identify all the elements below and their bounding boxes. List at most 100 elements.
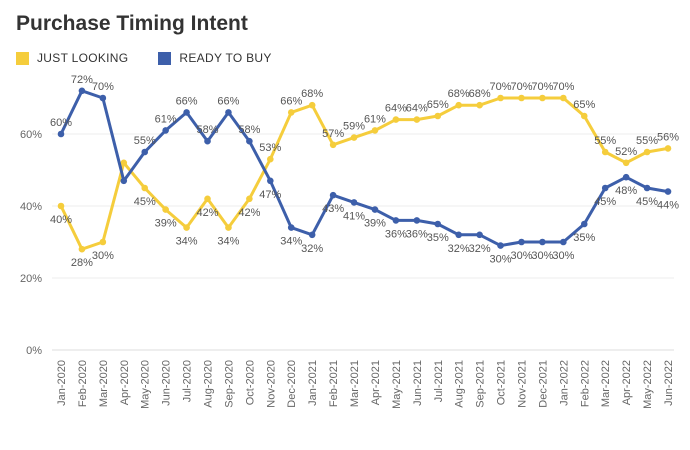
data-label: 30% bbox=[552, 250, 574, 262]
data-label: 36% bbox=[406, 228, 428, 240]
x-tick-label: Jun-2020 bbox=[161, 360, 173, 406]
x-tick-label: Dec-2021 bbox=[537, 360, 549, 408]
data-label: 36% bbox=[385, 228, 407, 240]
data-point bbox=[204, 195, 211, 203]
data-label: 34% bbox=[176, 236, 198, 248]
data-point bbox=[99, 94, 107, 102]
data-label: 65% bbox=[427, 99, 449, 111]
y-tick-label: 0% bbox=[26, 345, 42, 357]
data-label: 65% bbox=[573, 99, 595, 111]
data-point bbox=[246, 195, 253, 203]
x-tick-label: Aug-2021 bbox=[454, 360, 466, 408]
data-point bbox=[57, 130, 65, 138]
data-point bbox=[539, 238, 546, 246]
data-label: 42% bbox=[238, 207, 260, 219]
data-point bbox=[204, 137, 211, 145]
data-point bbox=[518, 238, 525, 246]
data-label: 70% bbox=[92, 81, 114, 93]
data-label: 70% bbox=[531, 81, 553, 93]
x-tick-label: May-2020 bbox=[140, 360, 152, 409]
data-point bbox=[371, 127, 379, 134]
chart-legend: JUST LOOKING READY TO BUY bbox=[16, 51, 302, 65]
data-label: 53% bbox=[259, 142, 281, 154]
data-label: 47% bbox=[259, 189, 281, 201]
x-tick-label: Apr-2020 bbox=[119, 360, 131, 405]
data-point bbox=[183, 224, 190, 231]
data-label: 68% bbox=[448, 88, 470, 100]
data-point bbox=[622, 159, 630, 167]
data-label: 48% bbox=[615, 185, 637, 197]
x-tick-label: Mar-2021 bbox=[349, 360, 361, 407]
x-tick-label: Nov-2021 bbox=[516, 360, 528, 408]
x-tick-label: Mar-2022 bbox=[600, 360, 612, 407]
data-label: 58% bbox=[238, 124, 260, 136]
data-label: 66% bbox=[176, 95, 198, 107]
x-tick-label: Feb-2021 bbox=[328, 360, 340, 407]
data-label: 45% bbox=[134, 196, 156, 208]
data-label: 66% bbox=[217, 95, 239, 107]
data-point bbox=[413, 116, 421, 123]
data-label: 34% bbox=[280, 236, 302, 248]
data-point bbox=[560, 238, 567, 246]
data-label: 30% bbox=[531, 250, 553, 262]
data-point bbox=[476, 231, 483, 239]
data-point bbox=[141, 148, 149, 156]
data-label: 55% bbox=[594, 135, 616, 147]
data-label: 60% bbox=[50, 117, 72, 129]
data-label: 70% bbox=[510, 81, 532, 93]
legend-label-just-looking: JUST LOOKING bbox=[37, 51, 129, 65]
series-line bbox=[59, 89, 670, 248]
data-label: 72% bbox=[71, 74, 93, 86]
data-point bbox=[622, 173, 630, 181]
data-point bbox=[601, 148, 609, 156]
x-tick-label: Jul-2021 bbox=[433, 360, 445, 402]
data-label: 56% bbox=[657, 131, 679, 143]
y-tick-label: 20% bbox=[20, 273, 42, 285]
series-line bbox=[59, 96, 670, 251]
data-label: 70% bbox=[490, 81, 512, 93]
data-point bbox=[162, 206, 169, 213]
x-tick-label: Sep-2021 bbox=[475, 360, 487, 408]
data-label: 57% bbox=[322, 128, 344, 140]
data-point bbox=[350, 199, 358, 206]
x-tick-label: Apr-2021 bbox=[370, 360, 382, 405]
legend-item-ready-to-buy: READY TO BUY bbox=[158, 51, 271, 65]
data-label: 39% bbox=[155, 218, 177, 230]
data-label: 30% bbox=[490, 254, 512, 266]
x-tick-label: Aug-2020 bbox=[203, 360, 215, 408]
data-point bbox=[350, 134, 358, 141]
data-point bbox=[580, 112, 588, 120]
data-point bbox=[434, 112, 442, 120]
x-tick-label: Nov-2020 bbox=[265, 360, 277, 408]
data-point bbox=[539, 94, 546, 102]
data-point bbox=[267, 155, 274, 163]
data-point bbox=[78, 245, 86, 253]
data-label: 66% bbox=[280, 95, 302, 107]
data-label: 61% bbox=[364, 113, 386, 125]
data-label: 64% bbox=[385, 103, 407, 115]
data-point bbox=[476, 101, 483, 109]
data-point bbox=[162, 127, 169, 134]
x-tick-label: Jun-2022 bbox=[663, 360, 675, 406]
data-point bbox=[455, 101, 462, 109]
data-point bbox=[392, 116, 400, 123]
data-label: 35% bbox=[573, 232, 595, 244]
data-point bbox=[141, 184, 149, 192]
data-point bbox=[78, 87, 86, 95]
data-point bbox=[57, 202, 65, 210]
data-label: 44% bbox=[657, 200, 679, 212]
data-point bbox=[413, 217, 421, 224]
data-point bbox=[246, 137, 253, 145]
data-label: 45% bbox=[636, 196, 658, 208]
legend-label-ready-to-buy: READY TO BUY bbox=[179, 51, 272, 65]
data-label: 35% bbox=[427, 232, 449, 244]
data-point bbox=[455, 231, 462, 239]
x-tick-label: Jan-2020 bbox=[56, 360, 68, 406]
x-tick-label: Jan-2021 bbox=[307, 360, 319, 406]
data-point bbox=[560, 94, 567, 102]
x-tick-label: Dec-2020 bbox=[286, 360, 298, 408]
data-point bbox=[120, 159, 128, 167]
data-point bbox=[580, 220, 588, 228]
data-label: 42% bbox=[197, 207, 219, 219]
data-point bbox=[267, 177, 274, 185]
